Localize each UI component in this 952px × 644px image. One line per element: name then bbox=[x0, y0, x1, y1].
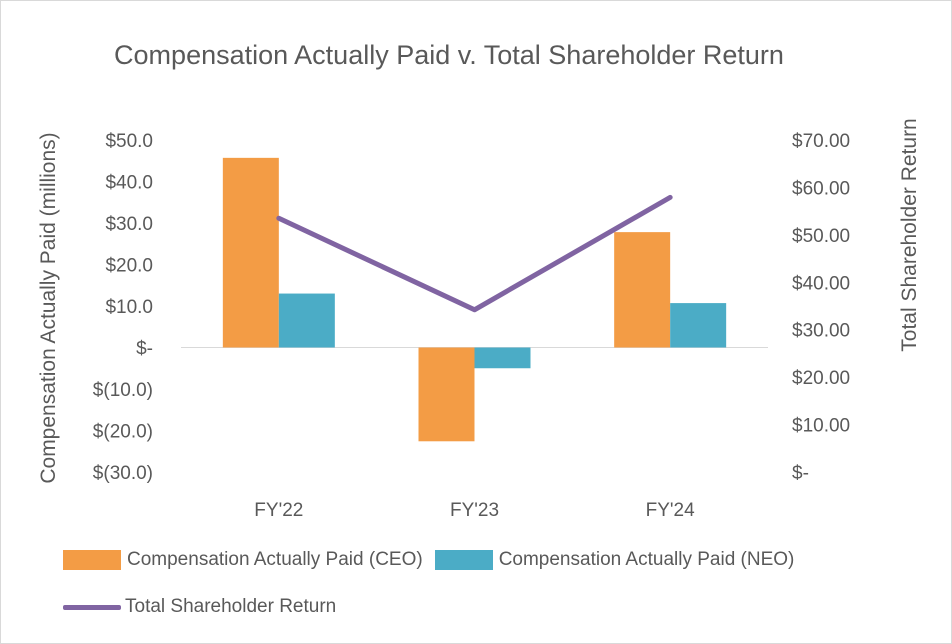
y-tick-label: $(20.0) bbox=[93, 422, 153, 443]
legend-row-line: Total Shareholder Return bbox=[63, 596, 348, 618]
legend-label-ceo: Compensation Actually Paid (CEO) bbox=[127, 549, 423, 570]
legend-label-tsr: Total Shareholder Return bbox=[125, 596, 337, 617]
legend-line-tsr bbox=[63, 604, 121, 610]
legend-item-neo: Compensation Actually Paid (NEO) bbox=[434, 549, 795, 571]
legend-item-tsr: Total Shareholder Return bbox=[63, 596, 336, 618]
y-tick-label: $50.0 bbox=[105, 131, 153, 152]
legend-swatch-ceo bbox=[63, 550, 121, 570]
y2-axis-title: Total Shareholder Return bbox=[898, 118, 921, 351]
y2-tick-label: $10.00 bbox=[792, 416, 850, 437]
y-tick-label: $20.0 bbox=[105, 256, 153, 277]
chart-plot: $50.0 $40.0 $30.0 $20.0 $10.0 $- $(10.0) $(20.0… bbox=[37, 118, 921, 521]
y-tick-label: $(10.0) bbox=[93, 380, 153, 401]
bar-ceo bbox=[222, 157, 279, 348]
y-axis-title: Compensation Actually Paid (millions) bbox=[37, 132, 60, 483]
bar-ceo bbox=[614, 232, 671, 348]
legend-row-bars: Compensation Actually Paid (CEO) Compens… bbox=[63, 549, 806, 571]
y2-tick-label: $40.00 bbox=[792, 273, 850, 294]
chart-title: Compensation Actually Paid v. Total Shar… bbox=[114, 40, 784, 70]
y2-tick-label: $30.00 bbox=[792, 321, 850, 342]
legend-item-ceo: Compensation Actually Paid (CEO) bbox=[63, 549, 423, 571]
bar-ceo bbox=[418, 347, 475, 442]
y-tick-label: $10.0 bbox=[105, 297, 153, 318]
x-tick-label: FY'23 bbox=[450, 500, 499, 521]
y2-tick-label: $70.00 bbox=[792, 131, 850, 152]
bar-neo bbox=[474, 347, 531, 369]
y2-tick-label: $- bbox=[792, 463, 809, 484]
y2-tick-label: $20.00 bbox=[792, 368, 850, 389]
bar-neo bbox=[670, 303, 727, 348]
x-tick-label: FY'22 bbox=[254, 500, 303, 521]
bar-neo bbox=[278, 293, 335, 348]
legend-label-neo: Compensation Actually Paid (NEO) bbox=[498, 549, 795, 570]
y-tick-label: $40.0 bbox=[105, 173, 153, 194]
y-tick-label: $- bbox=[136, 339, 153, 360]
legend: Compensation Actually Paid (CEO) Compens… bbox=[1, 541, 951, 631]
tsr-line bbox=[276, 194, 673, 313]
x-tick-label: FY'24 bbox=[646, 500, 695, 521]
y-tick-label: $(30.0) bbox=[93, 463, 153, 484]
y2-tick-label: $50.00 bbox=[792, 226, 850, 247]
y2-tick-label: $60.00 bbox=[792, 178, 850, 199]
y-tick-label: $30.0 bbox=[105, 214, 153, 235]
legend-swatch-neo bbox=[434, 550, 493, 570]
